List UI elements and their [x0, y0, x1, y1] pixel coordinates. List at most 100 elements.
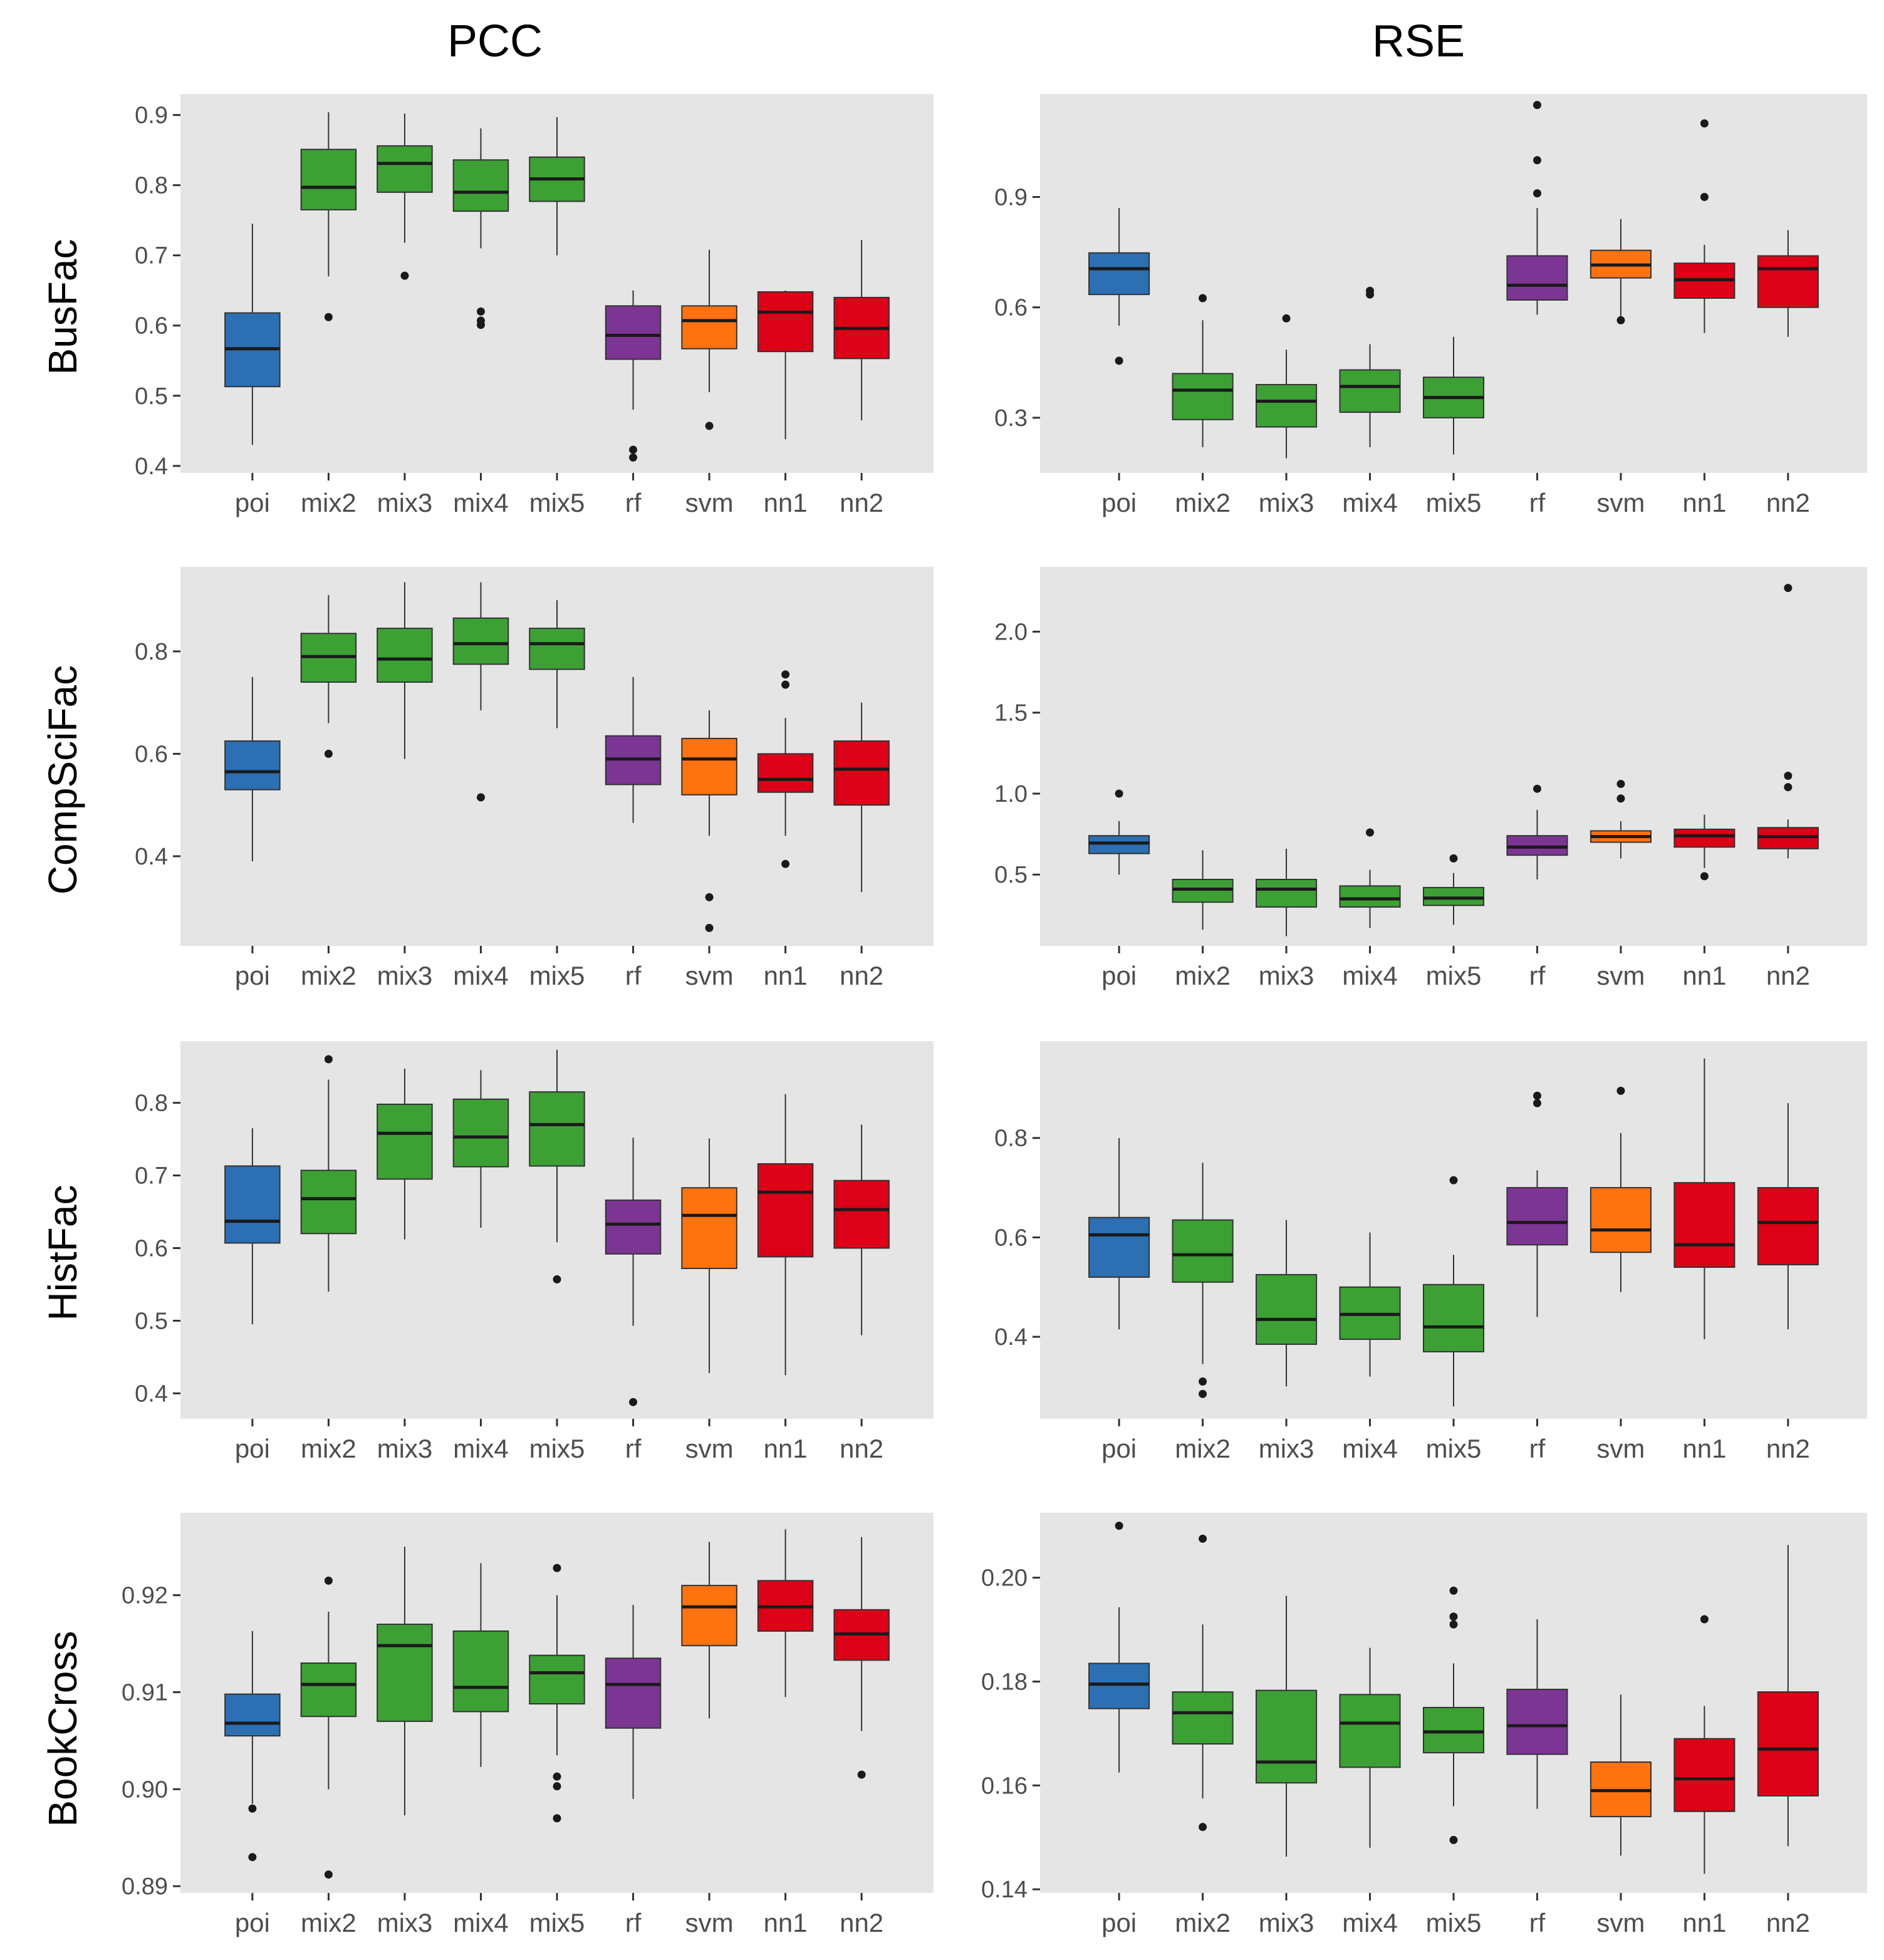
x-tick-label-rf: rf	[625, 1908, 642, 1937]
box-nn1	[757, 1529, 814, 1698]
x-tick-label-mix4: mix4	[1342, 961, 1398, 990]
box-svm	[681, 1542, 737, 1719]
box-mix4	[452, 1563, 509, 1767]
x-tick-label-poi: poi	[1101, 488, 1137, 517]
outlier-point	[1449, 854, 1458, 863]
x-tick-label-mix3: mix3	[1259, 961, 1314, 990]
x-tick-label-mix4: mix4	[453, 1434, 509, 1463]
box-mix2	[300, 1576, 357, 1879]
y-tick-label: 0.14	[981, 1877, 1028, 1903]
y-tick-label: 0.3	[994, 405, 1028, 432]
x-tick-label-svm: svm	[1596, 961, 1645, 990]
y-tick-label: 0.7	[135, 1163, 168, 1190]
box-nn1	[1673, 1058, 1736, 1340]
iqr-box	[833, 1180, 890, 1249]
row-title-compscifac: CompSciFac	[40, 665, 85, 894]
outlier-point	[1533, 101, 1541, 110]
iqr-box	[1422, 1706, 1485, 1754]
box-rf	[605, 1605, 662, 1799]
outlier-point	[1533, 1091, 1541, 1100]
x-tick-label-mix2: mix2	[301, 488, 357, 517]
box-mix5	[1422, 336, 1485, 455]
iqr-box	[1506, 255, 1568, 301]
y-tick-label: 0.92	[122, 1583, 168, 1609]
column-title-rse: RSE	[1372, 16, 1465, 66]
iqr-box	[1506, 835, 1568, 856]
iqr-box	[1506, 1688, 1568, 1755]
iqr-box	[529, 628, 585, 670]
x-tick-label-mix4: mix4	[453, 1908, 509, 1937]
iqr-box	[757, 1163, 814, 1258]
outlier-point	[1199, 1823, 1207, 1832]
box-mix4	[452, 128, 509, 329]
iqr-box	[1590, 1187, 1652, 1253]
x-tick-label-poi: poi	[1101, 1434, 1137, 1463]
x-tick-label-mix5: mix5	[529, 1908, 585, 1937]
x-tick-label-nn1: nn1	[1682, 1908, 1726, 1937]
iqr-box	[1339, 885, 1401, 908]
box-mix4	[1339, 1647, 1401, 1848]
box-rf	[605, 290, 662, 462]
x-tick-label-mix4: mix4	[453, 488, 509, 517]
box-svm	[681, 710, 737, 932]
x-tick-label-mix4: mix4	[1342, 1434, 1398, 1463]
outlier-point	[1449, 1586, 1458, 1595]
outlier-point	[705, 893, 714, 901]
x-tick-label-mix4: mix4	[1342, 488, 1398, 517]
box-rf	[1506, 1619, 1568, 1809]
box-mix5	[529, 117, 585, 256]
x-tick-label-poi: poi	[235, 488, 270, 517]
box-nn2	[1757, 584, 1819, 859]
iqr-box	[1757, 1187, 1819, 1266]
iqr-box	[605, 1199, 662, 1255]
x-tick-label-mix3: mix3	[377, 961, 433, 990]
box-nn1	[1673, 1615, 1736, 1874]
outlier-point	[1784, 783, 1793, 792]
outlier-point	[1282, 314, 1291, 323]
x-tick-label-rf: rf	[1529, 488, 1546, 517]
iqr-box	[1172, 373, 1234, 420]
outlier-point	[324, 1576, 333, 1585]
iqr-box	[452, 1098, 509, 1168]
box-mix5	[529, 1563, 585, 1823]
x-tick-label-svm: svm	[1596, 488, 1645, 517]
box-nn2	[833, 1124, 890, 1335]
x-tick-label-nn2: nn2	[1766, 1908, 1810, 1937]
box-mix5	[529, 600, 585, 729]
iqr-box	[1673, 828, 1736, 848]
box-nn1	[1673, 119, 1736, 333]
x-tick-label-rf: rf	[625, 961, 642, 990]
y-tick-label: 0.6	[994, 1225, 1028, 1251]
panel-compscifac-pcc: 0.4 0.6 0.8 poi mix2 mix3 mix4 mix5 rf svm nn1 nn2	[135, 567, 934, 990]
box-nn2	[833, 240, 890, 420]
box-mix2	[1172, 1163, 1234, 1398]
box-svm	[1590, 219, 1652, 324]
x-tick-label-mix2: mix2	[301, 961, 357, 990]
x-tick-label-poi: poi	[235, 1908, 270, 1937]
x-tick-label-nn2: nn2	[840, 1908, 883, 1937]
x-tick-label-mix5: mix5	[1426, 488, 1482, 517]
panel-bookcross-rse: 0.14 0.16 0.18 0.20 poi mix2 mix3 mix4 mix5 rf svm…	[981, 1513, 1867, 1937]
box-mix3	[377, 582, 433, 759]
box-mix5	[1422, 854, 1485, 925]
iqr-box	[1088, 835, 1150, 854]
box-mix4	[1339, 828, 1401, 928]
outlier-point	[1115, 356, 1123, 365]
box-mix2	[300, 112, 357, 321]
iqr-box	[757, 291, 814, 353]
box-mix2	[1172, 850, 1234, 930]
iqr-box	[605, 305, 662, 360]
x-tick-label-mix5: mix5	[529, 961, 585, 990]
iqr-box	[452, 1630, 509, 1713]
box-poi	[1088, 1522, 1150, 1773]
box-mix5	[1422, 1176, 1485, 1407]
outlier-point	[1616, 1086, 1625, 1095]
outlier-point	[324, 1055, 333, 1064]
box-svm	[1590, 1694, 1652, 1856]
iqr-box	[681, 1585, 737, 1647]
y-tick-label: 0.89	[122, 1874, 168, 1900]
box-nn2	[833, 1537, 890, 1779]
outlier-point	[705, 923, 714, 932]
outlier-point	[781, 670, 790, 679]
iqr-box	[529, 1091, 585, 1167]
